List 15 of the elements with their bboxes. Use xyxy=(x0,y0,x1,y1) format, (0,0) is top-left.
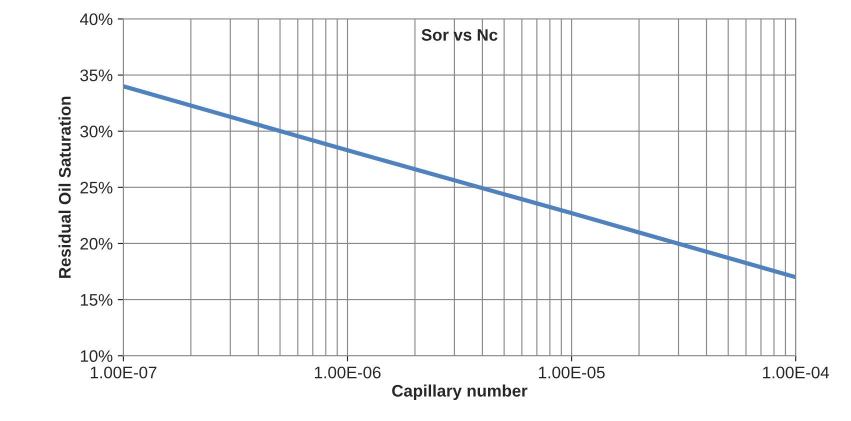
line-series xyxy=(123,84,796,280)
y-tick-label: 15% xyxy=(80,294,112,306)
y-tick-label: 40% xyxy=(80,13,112,26)
y-tick-label: 20% xyxy=(80,238,112,250)
y-tick-label: 10% xyxy=(80,350,112,362)
y-tick-label: 25% xyxy=(80,182,112,194)
x-tick-label: 1.00E-05 xyxy=(539,366,605,378)
y-tick-label: 35% xyxy=(80,69,112,82)
x-tick-label: 1.00E-04 xyxy=(763,366,830,378)
chart-title: Sor vs Nc xyxy=(422,29,498,41)
y-axis-title: Residual Oil Saturation xyxy=(58,96,71,278)
x-axis-title: Capillary number xyxy=(392,384,528,400)
x-tick-label: 1.00E-06 xyxy=(314,366,381,378)
x-tick-label: 1.00E-07 xyxy=(90,366,156,378)
y-tick-label: 30% xyxy=(80,126,112,138)
